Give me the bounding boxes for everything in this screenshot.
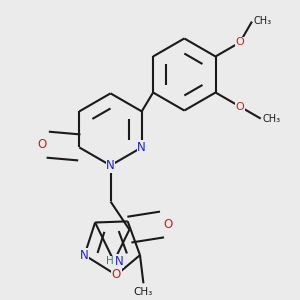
Text: CH₃: CH₃: [254, 16, 272, 26]
Text: O: O: [38, 138, 47, 151]
Text: CH₃: CH₃: [134, 287, 153, 297]
Text: O: O: [236, 38, 244, 47]
Text: CH₃: CH₃: [262, 114, 280, 124]
Text: O: O: [112, 268, 121, 281]
Text: N: N: [106, 159, 115, 172]
Text: N: N: [115, 255, 124, 268]
Text: O: O: [164, 218, 173, 231]
Text: N: N: [80, 249, 89, 262]
Text: H: H: [106, 256, 113, 266]
Text: N: N: [137, 141, 146, 154]
Text: O: O: [236, 102, 244, 112]
